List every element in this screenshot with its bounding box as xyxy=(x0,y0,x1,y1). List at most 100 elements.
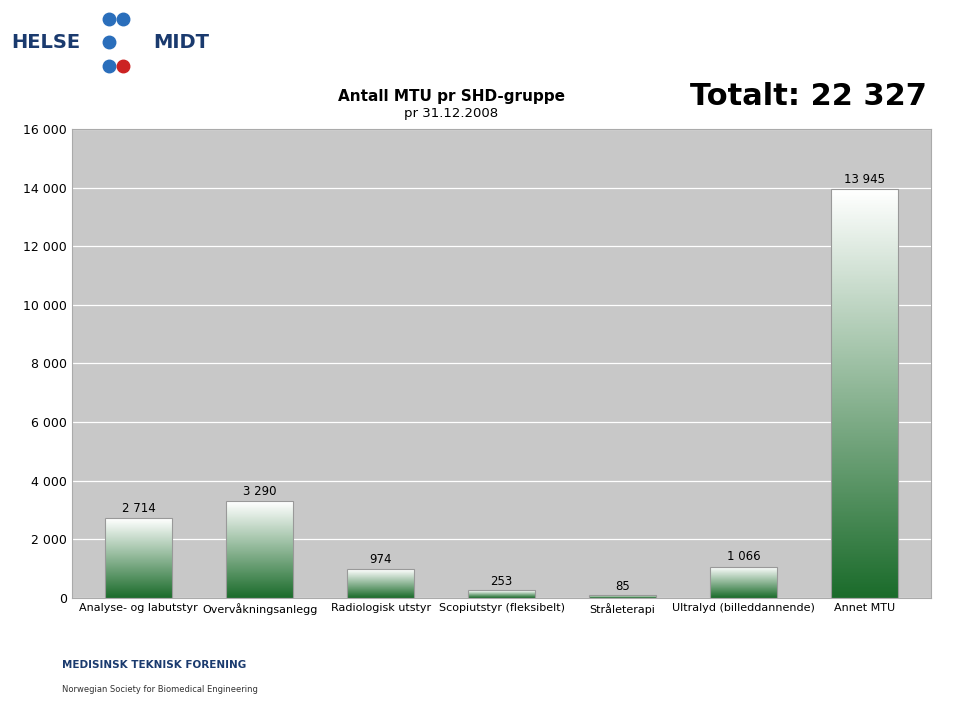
Bar xyxy=(831,369,898,370)
Bar xyxy=(831,192,898,193)
Bar xyxy=(831,399,898,400)
Bar xyxy=(831,579,898,580)
Bar xyxy=(831,501,898,503)
Text: Medisinsk Teknisk Forening Symposium 2009: Medisinsk Teknisk Forening Symposium 200… xyxy=(251,666,709,684)
Bar xyxy=(831,222,898,223)
Bar xyxy=(831,518,898,519)
Bar xyxy=(831,374,898,376)
Bar xyxy=(831,396,898,397)
Bar xyxy=(831,380,898,381)
Bar xyxy=(831,500,898,501)
Bar xyxy=(831,509,898,511)
Bar xyxy=(831,494,898,495)
Bar xyxy=(831,458,898,459)
Bar xyxy=(831,410,898,411)
Bar xyxy=(831,512,898,513)
Bar xyxy=(831,497,898,498)
Bar xyxy=(831,521,898,523)
Bar xyxy=(831,400,898,402)
Bar xyxy=(831,335,898,337)
Bar xyxy=(831,334,898,335)
Bar xyxy=(831,377,898,379)
Bar xyxy=(831,395,898,396)
Bar xyxy=(831,352,898,354)
Bar xyxy=(831,420,898,421)
Bar xyxy=(831,320,898,321)
Bar xyxy=(831,357,898,358)
Bar xyxy=(831,364,898,365)
Bar xyxy=(831,407,898,408)
Bar xyxy=(831,246,898,248)
Bar xyxy=(831,268,898,269)
Bar xyxy=(831,551,898,553)
Bar xyxy=(831,566,898,568)
Bar xyxy=(831,463,898,465)
Bar xyxy=(831,296,898,298)
Bar xyxy=(831,473,898,474)
Bar xyxy=(831,583,898,584)
Bar xyxy=(831,275,898,276)
Bar xyxy=(831,290,898,291)
Bar xyxy=(0,634,182,716)
Bar xyxy=(831,422,898,423)
Bar xyxy=(831,238,898,240)
Bar xyxy=(831,284,898,286)
Bar xyxy=(831,342,898,343)
Bar xyxy=(831,344,898,346)
Bar xyxy=(831,414,898,415)
Bar xyxy=(831,253,898,254)
Bar xyxy=(831,581,898,583)
Bar xyxy=(831,225,898,226)
Bar xyxy=(831,314,898,316)
Bar xyxy=(831,541,898,542)
Bar xyxy=(831,257,898,258)
Bar xyxy=(831,519,898,521)
Bar xyxy=(831,516,898,518)
Bar xyxy=(831,441,898,442)
Text: 974: 974 xyxy=(370,553,392,566)
Bar xyxy=(831,266,898,267)
Bar xyxy=(831,412,898,414)
Bar xyxy=(831,252,898,253)
Bar xyxy=(831,557,898,558)
Bar xyxy=(831,590,898,591)
Bar xyxy=(831,450,898,452)
Bar xyxy=(831,343,898,344)
Bar xyxy=(831,293,898,294)
Bar xyxy=(831,498,898,500)
Bar xyxy=(831,456,898,458)
Bar xyxy=(831,376,898,377)
Text: MEDISINSK TEKNISK FORENING: MEDISINSK TEKNISK FORENING xyxy=(62,660,247,670)
Bar xyxy=(831,391,898,392)
Bar xyxy=(831,575,898,576)
Bar xyxy=(831,569,898,571)
Bar xyxy=(831,332,898,334)
Bar xyxy=(831,196,898,198)
Text: 1 066: 1 066 xyxy=(727,550,760,563)
Bar xyxy=(831,430,898,432)
Bar xyxy=(831,390,898,391)
Bar xyxy=(831,381,898,382)
Bar xyxy=(831,394,898,395)
Bar xyxy=(831,565,898,566)
Bar xyxy=(831,534,898,535)
Bar xyxy=(831,289,898,290)
Bar xyxy=(831,211,898,212)
Bar xyxy=(831,536,898,538)
Bar xyxy=(831,523,898,524)
Bar xyxy=(831,298,898,299)
Bar xyxy=(831,511,898,512)
Bar xyxy=(831,524,898,526)
Bar xyxy=(831,435,898,436)
Bar xyxy=(831,319,898,320)
Bar xyxy=(831,233,898,234)
Bar xyxy=(831,231,898,233)
Text: 2 714: 2 714 xyxy=(122,502,156,515)
Bar xyxy=(831,216,898,218)
Bar xyxy=(831,283,898,284)
Bar xyxy=(831,349,898,350)
Bar xyxy=(831,417,898,418)
Bar xyxy=(831,531,898,533)
Bar xyxy=(831,274,898,275)
Bar xyxy=(831,198,898,200)
